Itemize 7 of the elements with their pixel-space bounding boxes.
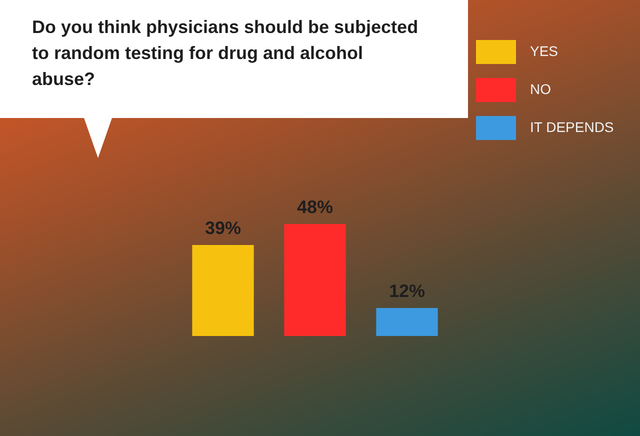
- chart-title: Do you think physicians should be subjected to random testing for drug and alcohol abuse?: [32, 16, 420, 91]
- data-label: 12%: [388, 281, 426, 301]
- data-label: 48%: [296, 197, 334, 217]
- data-label: 39%: [204, 218, 242, 238]
- legend-label: NO: [530, 81, 552, 97]
- legend-label: IT DEPENDS: [530, 119, 614, 135]
- legend-label: YES: [530, 43, 558, 59]
